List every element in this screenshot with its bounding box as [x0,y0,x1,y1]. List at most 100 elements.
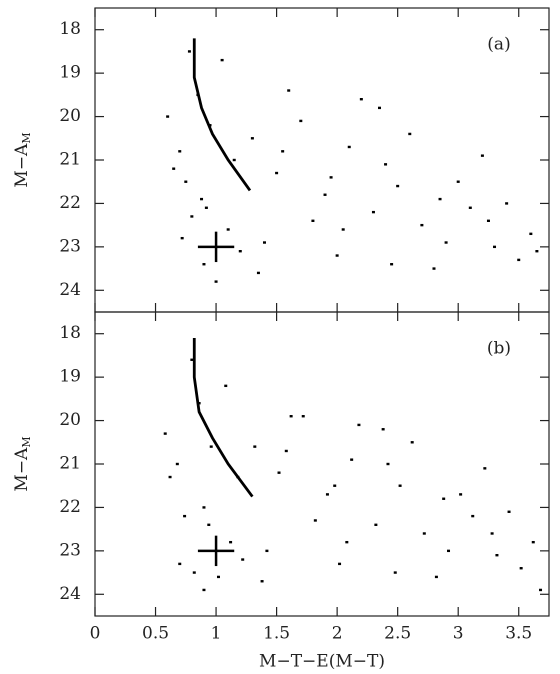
y-axis-label-main: M−A [12,447,32,492]
star-point [456,180,460,183]
star-point [190,215,194,218]
plot-frame [94,7,550,313]
x-tick-label: 2.5 [384,624,411,644]
star-point [277,471,281,474]
star-point [420,223,424,227]
y-tick-label: 19 [59,63,81,83]
fiducial-line [192,38,252,192]
star-point [166,115,170,118]
star-point [507,510,511,513]
star-point [490,532,494,535]
star-point [335,254,339,257]
star-point [313,519,317,522]
star-point [381,428,385,431]
y-tick-label: 20 [59,410,81,430]
star-point [410,441,414,444]
y-tick-label: 18 [59,323,81,343]
plot-frame [94,311,550,617]
panel-label: (a) [487,35,510,55]
star-point [202,588,206,592]
star-point [486,219,490,222]
star-point [178,150,182,153]
panel-label: (b) [487,339,511,359]
star-point [200,197,204,201]
star-point [299,119,303,123]
x-tick-label: 3 [453,624,464,644]
star-point [284,449,288,453]
y-tick-label: 23 [59,236,81,256]
star-point [250,137,254,140]
star-point [422,532,426,535]
x-tick-label: 3.5 [505,624,532,644]
star-point [493,245,497,249]
star-point [265,549,269,553]
star-point [287,89,291,92]
star-point [442,497,446,500]
y-tick-label: 21 [59,454,81,474]
star-point [438,197,442,201]
star-point [204,206,208,209]
star-point [226,228,230,231]
star-point [529,232,533,236]
star-point [371,210,375,214]
star-point [408,132,412,136]
star-point [178,562,182,566]
star-point [260,580,264,583]
star-point [505,202,509,205]
star-point [393,571,397,574]
star-point [214,280,218,283]
x-axis-label: M−T−E(M−T) [259,652,385,672]
star-point [238,250,242,253]
star-point [187,50,191,53]
star-point [262,241,266,244]
star-point [325,493,329,496]
star-point [539,588,543,592]
star-point [374,523,378,526]
fiducial-line [192,338,254,498]
star-point [345,540,349,544]
y-axis-label: M−AM [12,132,34,187]
y-tick-label: 18 [59,19,81,39]
star-point [359,98,363,101]
y-tick-label: 24 [59,280,81,300]
star-point [347,145,351,149]
star-point [341,228,345,231]
star-point [483,467,487,470]
star-point [172,167,176,170]
star-point [220,58,224,62]
star-point [232,158,236,162]
y-tick-label: 24 [59,584,81,604]
star-point [378,106,382,110]
star-point [192,571,196,574]
y-tick-label: 22 [59,497,81,517]
star-point [357,423,361,427]
y-tick-label: 19 [59,367,81,387]
y-tick-label: 23 [59,540,81,560]
star-point [216,575,220,579]
star-point [434,575,438,579]
star-point [333,484,337,487]
star-point [301,415,305,418]
star-point [350,458,354,461]
star-point [531,540,535,544]
star-point [207,523,211,526]
star-point [432,267,436,270]
star-point [390,263,394,266]
star-point [202,263,206,266]
star-point [180,236,184,240]
star-point [396,184,400,188]
y-axis-label-sub: M [20,436,33,447]
star-point [229,540,233,544]
star-point [386,462,390,466]
y-axis-label-main: M−A [12,143,32,188]
y-tick-label: 22 [59,193,81,213]
star-point [311,219,315,222]
star-point [495,554,499,557]
star-point [168,475,172,479]
star-point [202,506,206,509]
star-point [281,150,285,153]
x-tick-label: 0.5 [142,624,169,644]
star-point [480,154,484,157]
